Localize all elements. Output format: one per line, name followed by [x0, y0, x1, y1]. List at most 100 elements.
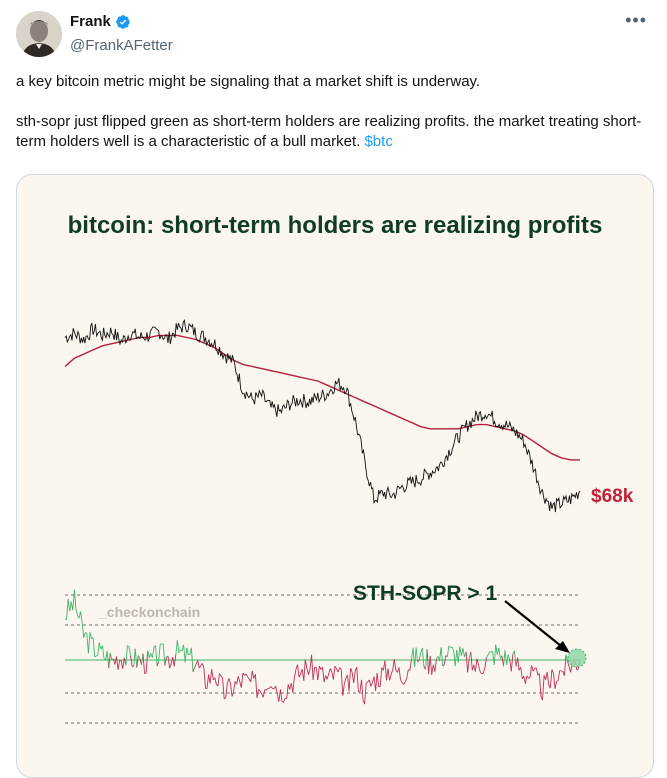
post-paragraph-2-text: sth-sopr just flipped green as short-ter… — [16, 113, 641, 150]
moving-average-line — [65, 335, 580, 460]
sopr-segment — [73, 590, 75, 611]
sopr-segment — [146, 651, 148, 673]
author-name[interactable]: Frank — [70, 13, 111, 30]
sopr-segment — [156, 646, 158, 666]
sopr-segment — [557, 681, 559, 682]
sopr-segment — [323, 667, 325, 682]
sopr-segment — [463, 648, 465, 657]
sopr-segment — [391, 670, 393, 674]
sopr-segment — [251, 671, 253, 682]
sopr-segment — [159, 644, 161, 662]
sopr-segment — [96, 655, 98, 656]
sopr-segment — [85, 633, 87, 634]
sopr-segment — [163, 644, 165, 665]
sopr-segment — [466, 652, 468, 673]
sopr-segment — [460, 647, 462, 656]
more-horizontal-icon[interactable]: ••• — [625, 10, 647, 31]
sopr-segment — [343, 684, 345, 695]
sopr-segment — [198, 660, 200, 667]
sopr-segment — [170, 664, 172, 668]
sopr-segment — [521, 667, 523, 679]
sopr-segment — [488, 652, 490, 655]
sopr-segment — [333, 666, 335, 680]
sopr-segment — [455, 650, 457, 666]
sopr-segment — [415, 648, 417, 668]
sopr-segment — [110, 653, 112, 660]
sopr-segment — [210, 669, 212, 683]
sopr-segment — [504, 650, 506, 666]
sopr-segment — [499, 648, 501, 659]
sopr-segment — [257, 689, 259, 697]
sopr-segment — [67, 599, 69, 620]
post-text: a key bitcoin metric might be signaling … — [16, 72, 656, 172]
sopr-segment — [365, 683, 367, 704]
chart: bitcoin: short-term holders are realizin… — [17, 175, 653, 777]
sopr-segment — [195, 664, 197, 668]
verified-badge-icon — [115, 14, 131, 30]
sopr-segment — [327, 674, 329, 680]
sopr-segment — [309, 669, 311, 675]
sopr-segment — [371, 683, 373, 687]
sopr-segment — [357, 667, 359, 692]
sopr-segment — [369, 680, 371, 686]
sopr-segment — [165, 657, 167, 665]
sopr-segment — [232, 692, 234, 697]
sopr-segment — [137, 656, 139, 668]
sopr-segment — [118, 660, 120, 670]
price-line — [65, 320, 580, 512]
sopr-segment — [230, 683, 232, 696]
sopr-segment — [145, 673, 147, 674]
sopr-segment — [238, 676, 240, 682]
sopr-segment — [103, 646, 105, 659]
sopr-segment — [284, 699, 286, 703]
sopr-segment — [199, 666, 201, 668]
sopr-segment — [93, 638, 95, 657]
sopr-segment — [422, 648, 424, 666]
sopr-segment — [263, 690, 265, 698]
sopr-segment — [187, 648, 189, 655]
chart-image-card[interactable]: bitcoin: short-term holders are realizin… — [16, 174, 654, 778]
sopr-segment — [532, 665, 534, 671]
sopr-segment — [376, 673, 378, 691]
sopr-segment — [218, 674, 220, 687]
sopr-segment — [479, 665, 481, 671]
sopr-segment — [482, 673, 484, 674]
sopr-segment — [394, 659, 396, 670]
sopr-segment — [229, 678, 231, 683]
annotation-arrow — [505, 601, 570, 653]
sopr-segment — [401, 680, 403, 683]
sopr-segment — [547, 672, 549, 685]
sopr-segment — [99, 643, 101, 650]
sopr-segment — [280, 689, 282, 701]
sopr-segment — [486, 655, 488, 658]
sopr-segment — [496, 645, 498, 655]
avatar[interactable] — [16, 11, 62, 57]
sopr-segment — [293, 677, 295, 692]
sopr-segment — [427, 649, 429, 674]
sopr-segment — [204, 668, 206, 688]
sopr-segment — [176, 640, 178, 655]
author-handle[interactable]: @FrankAFetter — [70, 37, 173, 54]
sopr-segment — [304, 660, 306, 681]
sopr-segment — [298, 665, 300, 678]
sopr-segment — [387, 668, 389, 680]
sopr-segment — [76, 609, 78, 616]
sopr-segment — [558, 671, 560, 681]
sopr-segment — [135, 649, 137, 668]
sopr-segment — [90, 632, 92, 639]
sopr-segment — [390, 674, 392, 680]
sopr-segment — [143, 654, 145, 674]
sopr-segment — [338, 668, 340, 673]
sopr-segment — [223, 678, 225, 699]
sopr-segment — [212, 669, 214, 680]
sopr-segment — [177, 640, 179, 653]
sopr-segment — [385, 661, 387, 681]
hashtag-link[interactable]: $btc — [364, 133, 392, 150]
sopr-segment — [313, 667, 315, 680]
sopr-segment — [393, 659, 395, 670]
sopr-segment — [435, 659, 437, 672]
sopr-annotation: STH-SOPR > 1 — [353, 582, 497, 605]
sopr-segment — [536, 668, 538, 675]
sopr-segment — [312, 655, 314, 680]
sopr-segment — [554, 673, 556, 689]
